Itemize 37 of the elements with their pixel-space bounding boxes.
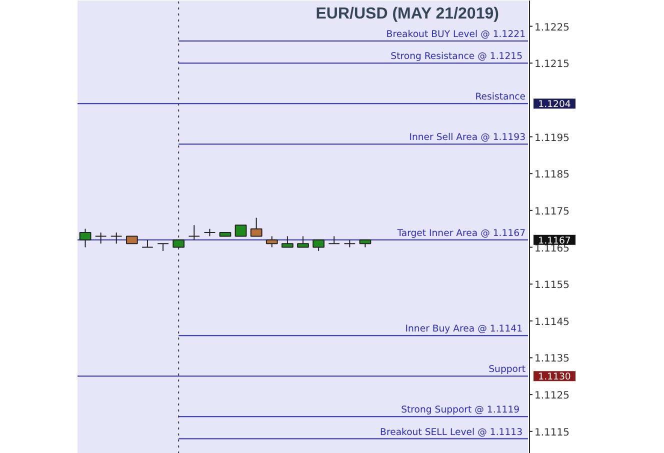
candlestick [110, 232, 122, 244]
candlestick [142, 239, 154, 248]
y-tick-label: 1.1125 [534, 390, 570, 402]
ref-line-label: Strong Resistance @ 1.1215 [390, 51, 523, 62]
y-tick-label: 1.1204 [538, 99, 571, 110]
y-tick-label: 1.1185 [534, 170, 570, 181]
candlestick [157, 243, 169, 252]
ref-line-label: Support [488, 364, 526, 376]
candlestick [312, 239, 324, 252]
ref-line-label: Breakout SELL Level @ 1.1113 [380, 426, 523, 438]
candlestick [234, 224, 247, 237]
y-tick-label: 1.1155 [534, 280, 570, 292]
candlestick [250, 217, 262, 237]
ref-line-label: Breakout BUY Level @ 1.1221 [386, 29, 526, 40]
y-tick-label: 1.1145 [534, 316, 570, 328]
y-tick-label: 1.1130 [538, 372, 571, 383]
candlestick [328, 236, 340, 244]
candlestick [266, 236, 278, 248]
ref-line-label: Target Inner Area @ 1.1167 [396, 228, 526, 239]
y-tick-label: 1.1165 [534, 243, 570, 254]
candlestick [94, 232, 107, 244]
y-tick-label: 1.1195 [534, 132, 570, 144]
candlestick [188, 224, 200, 240]
ref-line-label: Resistance [475, 92, 526, 103]
ref-line-label: Strong Support @ 1.1119 [401, 404, 520, 416]
y-tick-label: 1.1135 [534, 354, 570, 365]
y-tick-label: 1.1215 [534, 59, 570, 70]
ref-line-label: Inner Buy Area @ 1.1141 [405, 324, 523, 335]
candlestick [297, 236, 309, 248]
chart-title: EUR/USD (MAY 21/2019) [316, 6, 499, 22]
y-tick-label: 1.1225 [534, 22, 570, 34]
y-tick-label: 1.1115 [534, 427, 570, 438]
candlestick [282, 236, 294, 248]
ref-line-label: Inner Sell Area @ 1.1193 [409, 132, 526, 144]
candlestick [344, 239, 356, 248]
y-tick-label: 1.1175 [534, 206, 570, 218]
candlestick [79, 228, 92, 248]
